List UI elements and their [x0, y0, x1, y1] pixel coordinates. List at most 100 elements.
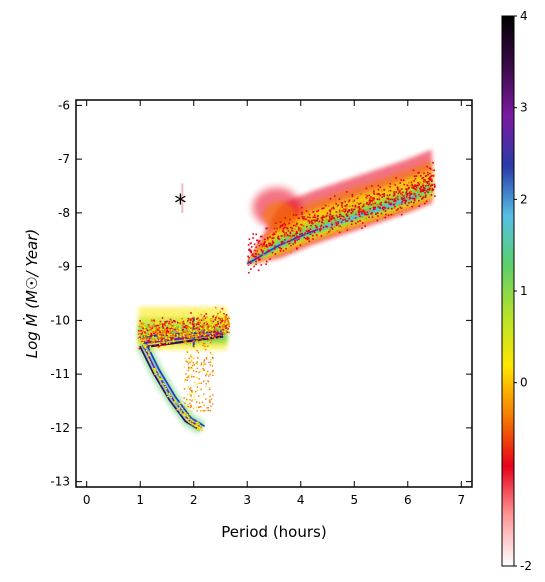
scatter-point — [141, 340, 143, 342]
scatter-point — [193, 407, 195, 410]
scatter-point — [266, 236, 269, 239]
scatter-point — [255, 233, 258, 236]
scatter-point — [157, 326, 159, 329]
scatter-point — [139, 332, 141, 335]
scatter-point — [150, 328, 153, 331]
scatter-point — [419, 175, 422, 177]
marker-layer: * — [174, 183, 186, 217]
scatter-point — [153, 319, 155, 322]
scatter-point — [366, 201, 368, 204]
scatter-point — [199, 425, 202, 428]
scatter-point — [168, 392, 171, 395]
scatter-point — [215, 324, 217, 326]
scatter-point — [391, 207, 393, 210]
scatter-point — [308, 231, 311, 233]
scatter-point — [160, 327, 162, 330]
scatter-point — [208, 361, 210, 364]
scatter-point — [214, 332, 217, 335]
scatter-point — [328, 216, 331, 219]
scatter-point — [395, 197, 397, 200]
scatter-point — [269, 242, 272, 245]
scatter-point — [383, 195, 385, 198]
scatter-point — [264, 241, 266, 243]
scatter-point — [397, 211, 400, 213]
scatter-point — [157, 332, 160, 335]
scatter-point — [189, 354, 192, 357]
scatter-point — [406, 194, 408, 196]
scatter-point — [197, 423, 199, 426]
scatter-point — [361, 216, 364, 218]
scatter-point — [400, 179, 403, 181]
scatter-point — [221, 330, 224, 332]
scatter-point — [191, 335, 194, 338]
scatter-point — [417, 182, 419, 184]
scatter-point — [421, 189, 424, 191]
scatter-point — [152, 330, 155, 333]
scatter-point — [191, 399, 194, 401]
scatter-point — [347, 210, 349, 213]
scatter-point — [154, 368, 157, 371]
scatter-point — [148, 326, 151, 328]
scatter-point — [325, 225, 327, 228]
scatter-point — [201, 329, 203, 332]
scatter-point — [182, 312, 185, 315]
scatter-point — [334, 195, 336, 197]
scatter-point — [202, 317, 204, 319]
scatter-point — [417, 172, 420, 174]
scatter-point — [255, 260, 257, 263]
scatter-point — [400, 192, 402, 195]
scatter-point — [160, 378, 162, 380]
scatter-point — [176, 404, 178, 406]
scatter-point — [156, 324, 158, 327]
scatter-point — [421, 177, 423, 180]
scatter-point — [141, 330, 143, 332]
scatter-point — [301, 206, 303, 209]
scatter-point — [222, 320, 224, 323]
scatter-point — [272, 241, 275, 244]
scatter-point — [398, 191, 401, 193]
scatter-point — [197, 321, 200, 324]
scatter-point — [335, 224, 338, 227]
scatter-point — [271, 237, 273, 240]
scatter-point — [138, 329, 140, 332]
scatter-point — [284, 239, 286, 241]
scatter-point — [250, 250, 253, 253]
scatter-point — [409, 185, 412, 187]
scatter-point — [162, 324, 164, 327]
scatter-point — [203, 342, 206, 345]
scatter-point — [156, 339, 158, 342]
scatter-point — [196, 318, 198, 320]
scatter-point — [187, 403, 189, 406]
scatter-point — [144, 345, 147, 348]
scatter-point — [168, 328, 170, 331]
scatter-point — [361, 227, 363, 229]
scatter-point — [154, 373, 156, 375]
scatter-point — [399, 189, 401, 192]
scatter-point — [292, 243, 295, 246]
scatter-point — [226, 318, 229, 320]
scatter-point — [214, 331, 217, 334]
scatter-point — [279, 225, 282, 227]
scatter-point — [200, 342, 202, 345]
scatter-point — [155, 331, 158, 334]
scatter-point — [138, 337, 141, 340]
scatter-point — [171, 321, 174, 324]
scatter-point — [184, 412, 187, 414]
scatter-point — [350, 220, 353, 222]
scatter-point — [366, 197, 368, 200]
scatter-point — [170, 324, 173, 327]
scatter-point — [283, 226, 286, 229]
scatter-point — [200, 319, 203, 322]
scatter-point — [282, 240, 284, 243]
scatter-point — [211, 324, 214, 327]
y-axis-title: Log Ṁ (M☉/ Year) — [22, 229, 41, 359]
scatter-point — [142, 331, 145, 334]
x-tick-label: 4 — [297, 493, 305, 507]
scatter-point — [351, 201, 354, 203]
scatter-point — [155, 369, 157, 372]
scatter-point — [203, 359, 206, 361]
scatter-point — [431, 184, 434, 186]
scatter-point — [364, 213, 366, 216]
scatter-point — [254, 255, 256, 258]
scatter-point — [176, 327, 179, 330]
